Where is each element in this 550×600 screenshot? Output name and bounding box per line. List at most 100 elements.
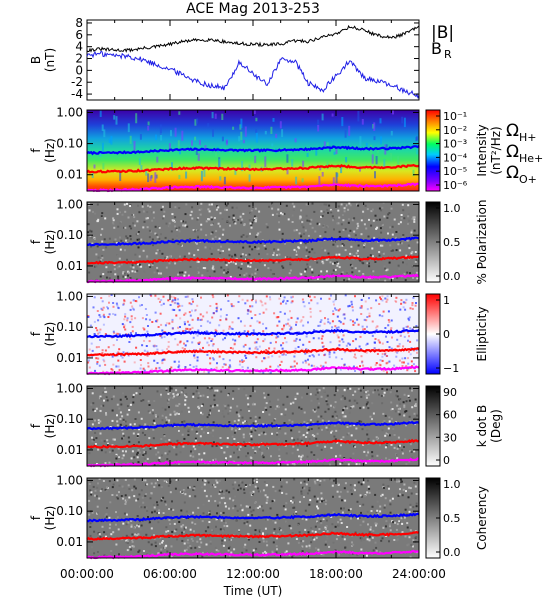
polarization-texture-cell <box>295 229 298 232</box>
colorbar-tick-label: 30 <box>443 431 457 444</box>
ellipticity-texture-cell <box>342 340 345 343</box>
ellipticity-texture-cell <box>211 344 214 347</box>
polarization-texture-cell <box>402 260 405 263</box>
intensity-texture-cell <box>306 152 309 157</box>
ellipticity-texture-cell <box>365 351 368 354</box>
ellipticity-texture-cell <box>224 363 227 366</box>
kdotb-texture-cell <box>161 414 164 417</box>
ellipticity-texture-cell <box>171 300 174 303</box>
kdotb-texture-cell <box>336 389 339 392</box>
coherency-texture-cell <box>349 517 352 520</box>
ellipticity-texture-cell <box>386 371 388 374</box>
coherency-texture-cell <box>247 513 250 516</box>
coherency-texture-cell <box>110 550 113 552</box>
polarization-texture-cell <box>295 253 298 256</box>
coherency-texture-cell <box>179 490 182 493</box>
coherency-texture-cell <box>322 553 325 556</box>
polarization-texture-cell <box>221 233 224 236</box>
coherency-texture-cell <box>409 506 412 509</box>
polarization-texture-cell <box>176 235 178 238</box>
polarization-texture-cell <box>152 244 154 247</box>
coherency-texture-cell <box>183 489 186 492</box>
kdotb-texture-cell <box>229 406 232 409</box>
ellipticity-texture-cell <box>261 360 264 363</box>
coherency-texture-cell <box>103 531 106 534</box>
coherency-texture-cell <box>97 482 99 485</box>
coherency-texture-cell <box>317 507 320 510</box>
polarization-texture-cell <box>158 250 161 253</box>
ellipticity-texture-cell <box>124 328 127 331</box>
kdotb-texture-cell <box>371 402 374 405</box>
polarization-texture-cell <box>289 269 292 272</box>
ellipticity-texture-cell <box>382 310 385 313</box>
polarization-texture-cell <box>208 275 211 278</box>
coherency-texture-cell <box>150 492 153 495</box>
ellipticity-texture-cell <box>228 366 231 369</box>
kdotb-texture-cell <box>264 433 267 436</box>
kdotb-texture-cell <box>199 435 202 438</box>
ellipticity-texture-cell <box>179 340 182 343</box>
kdotb-texture-cell <box>215 444 218 447</box>
ellipticity-texture-cell <box>155 345 158 348</box>
polarization-texture-cell <box>198 220 201 223</box>
kdotb-texture-cell <box>122 432 125 435</box>
coherency-texture-cell <box>256 481 258 483</box>
ellipticity-texture-cell <box>158 366 161 369</box>
polarization-texture-cell <box>228 248 231 251</box>
intensity-texture-cell <box>215 148 217 158</box>
polarization-texture-cell <box>360 233 363 236</box>
ellipticity-texture-cell <box>219 315 222 318</box>
polarization-texture-cell <box>197 217 200 220</box>
ellipticity-texture-cell <box>359 365 361 368</box>
kdotb-texture-cell <box>348 411 351 414</box>
polarization-texture-cell <box>132 213 135 216</box>
coherency-texture-cell <box>145 493 148 496</box>
kdotb-texture-cell <box>310 451 313 454</box>
intensity-texture-cell <box>248 164 251 171</box>
ellipticity-texture-cell <box>337 336 340 339</box>
ellipticity-texture-cell <box>293 339 296 342</box>
ellipticity-texture-cell <box>107 346 110 349</box>
kdotb-texture-cell <box>258 433 261 436</box>
ellipticity-texture-cell <box>287 350 290 353</box>
intensity-texture-cell <box>271 143 274 147</box>
polarization-texture-cell <box>349 204 352 207</box>
polarization-texture-cell <box>155 233 158 236</box>
kdotb-texture-cell <box>367 404 370 407</box>
polarization-texture-cell <box>386 216 389 219</box>
kdotb-texture-cell <box>250 427 253 430</box>
coherency-texture-cell <box>247 538 250 541</box>
coherency-texture-cell <box>335 538 338 541</box>
ellipticity-texture-cell <box>202 315 205 318</box>
coherency-texture-cell <box>348 554 351 557</box>
kdotb-texture-cell <box>298 406 301 409</box>
kdotb-texture-cell <box>152 437 155 440</box>
kdotb-texture-cell <box>117 447 120 450</box>
ellipticity-texture-cell <box>189 364 192 366</box>
polarization-texture-cell <box>414 260 417 263</box>
ellipticity-texture-cell <box>215 307 218 309</box>
ellipticity-texture-cell <box>307 363 310 366</box>
polarization-texture-cell <box>254 235 257 238</box>
ellipticity-texture-cell <box>309 315 312 318</box>
polarization-texture-cell <box>378 236 381 239</box>
ellipticity-texture-cell <box>178 360 180 363</box>
coherency-texture-cell <box>93 552 96 555</box>
polarization-texture-cell <box>168 225 171 228</box>
ellipticity-texture-cell <box>395 355 398 358</box>
kdotb-texture-cell <box>274 428 277 431</box>
ellipticity-texture-cell <box>249 305 252 308</box>
ellipticity-texture-cell <box>324 317 326 320</box>
kdotb-texture-cell <box>208 386 211 389</box>
kdotb-texture-cell <box>291 420 294 423</box>
polarization-texture-cell <box>335 253 338 256</box>
ellipticity-texture-cell <box>104 349 107 352</box>
intensity-texture-cell <box>147 125 150 131</box>
ellipticity-texture-cell <box>188 302 191 305</box>
ellipticity-texture-cell <box>99 315 102 318</box>
ellipticity-texture-cell <box>194 309 197 311</box>
polarization-texture-cell <box>397 222 400 225</box>
coherency-texture-cell <box>125 499 128 502</box>
polarization-texture-cell <box>397 264 400 267</box>
kdotb-texture-cell <box>206 416 209 419</box>
